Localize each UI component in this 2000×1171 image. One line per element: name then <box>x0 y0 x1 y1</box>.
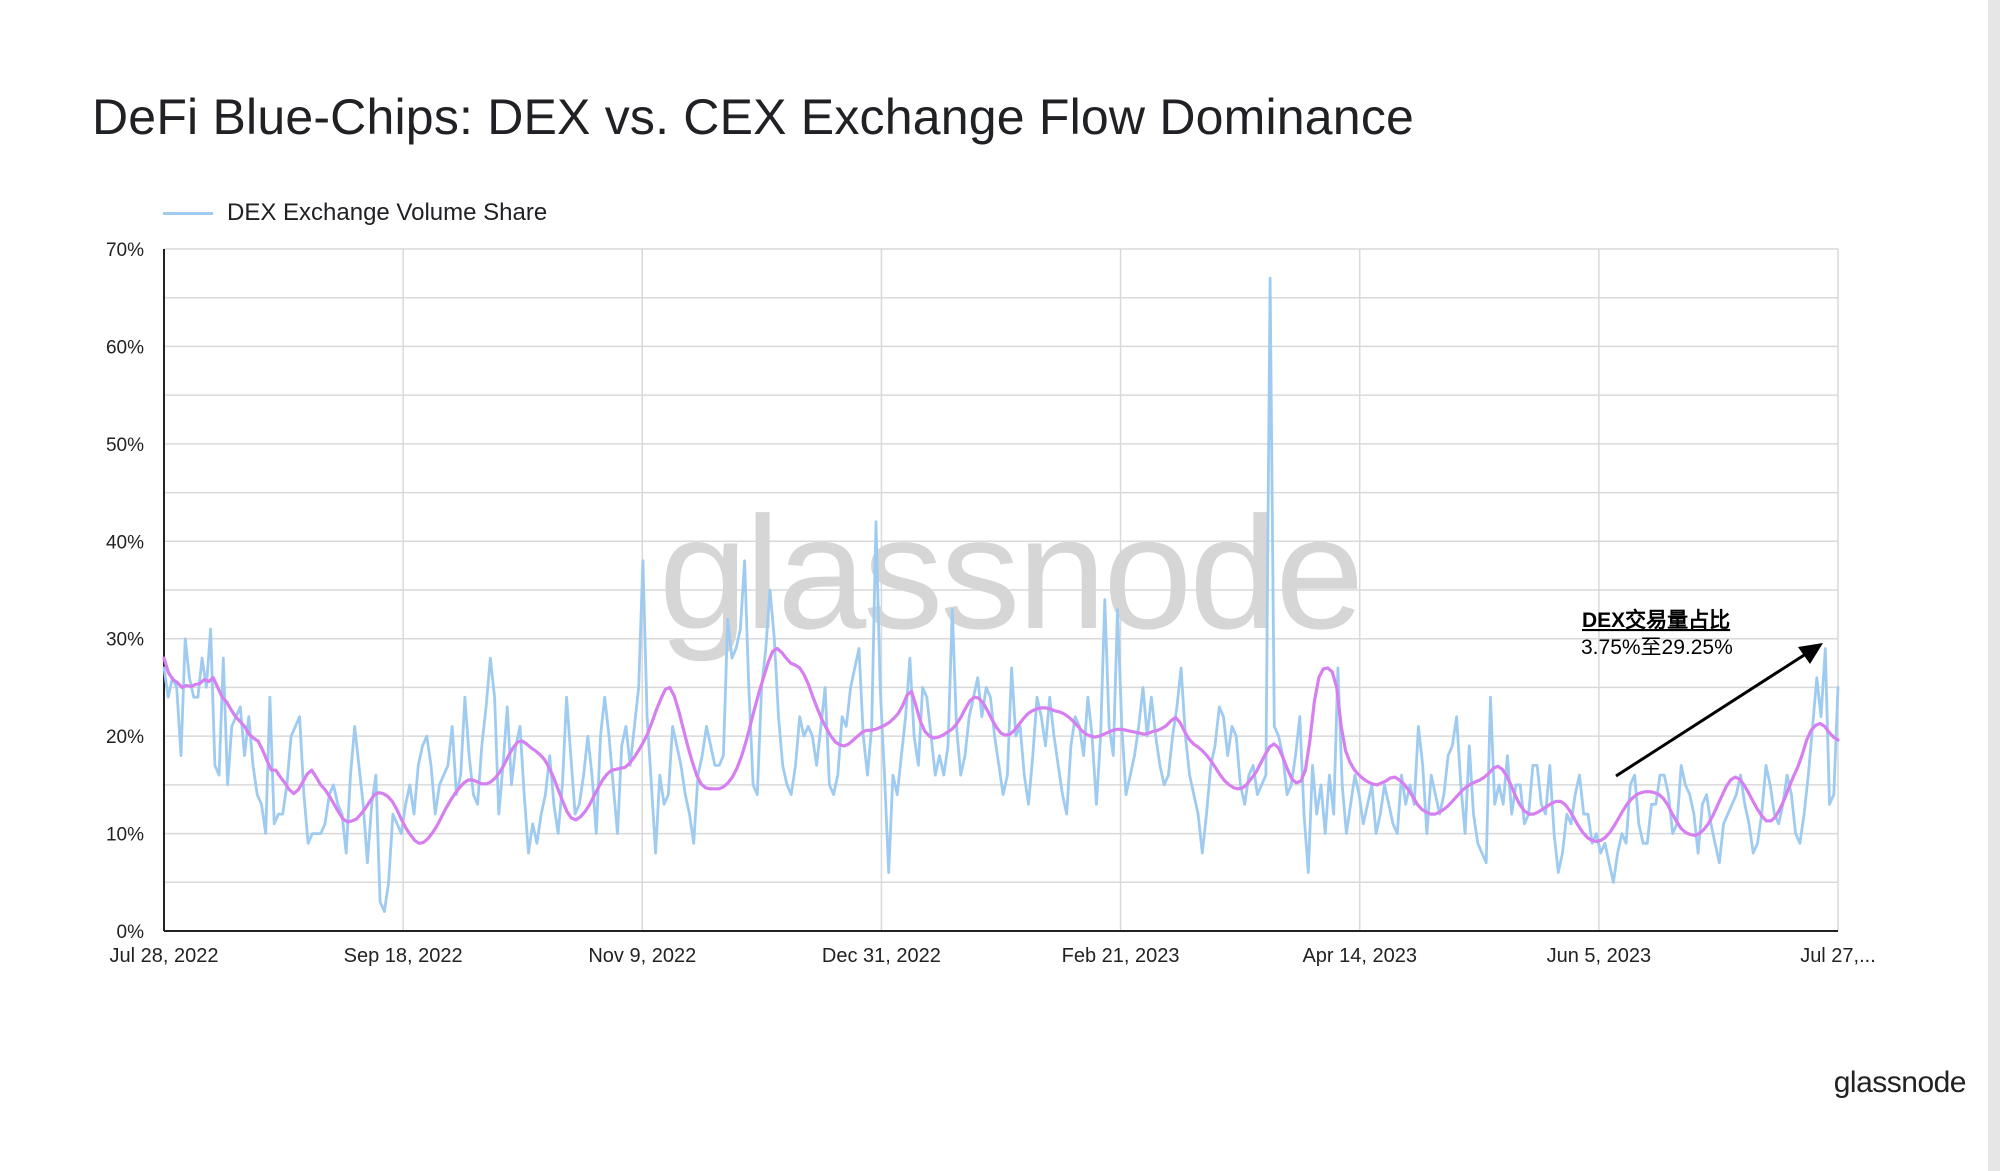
y-tick-label: 0% <box>117 922 145 943</box>
x-axis: Jul 28, 2022 Sep 18, 2022 Nov 9, 2022 Dec 3… <box>110 930 1876 967</box>
y-axis: 0% 10% 20% 30% 40% 50% 60% 70% <box>106 240 165 943</box>
series-layer <box>162 276 1840 913</box>
annotation-subtitle: 3.75%至29.25% <box>1581 636 1733 659</box>
y-tick-label: 50% <box>106 435 144 456</box>
x-tick-label: Nov 9, 2022 <box>588 945 696 967</box>
watermark: glassnode <box>659 483 1361 662</box>
x-tick-label: Dec 31, 2022 <box>822 945 941 967</box>
y-tick-label: 30% <box>106 630 144 651</box>
x-tick-label: Sep 18, 2022 <box>344 945 463 967</box>
x-tick-label: Feb 21, 2023 <box>1062 945 1180 967</box>
annotation-arrow-line <box>1615 648 1813 778</box>
legend-swatch <box>163 211 213 215</box>
x-tick-label: Apr 14, 2023 <box>1302 945 1417 967</box>
series-line-moving-average <box>162 646 1840 845</box>
grid <box>163 248 1839 932</box>
legend-label: DEX Exchange Volume Share <box>227 199 548 226</box>
y-tick-label: 60% <box>106 337 144 358</box>
y-tick-label: 70% <box>106 240 144 261</box>
y-tick-label: 20% <box>106 727 144 748</box>
x-tick-label: Jul 27,... <box>1800 945 1876 967</box>
x-tick-label: Jun 5, 2023 <box>1547 945 1652 967</box>
legend: DEX Exchange Volume Share <box>163 198 547 228</box>
window-edge <box>1988 0 2000 1171</box>
x-tick-label: Jul 28, 2022 <box>110 945 219 967</box>
series-line-dex-share <box>162 276 1840 913</box>
y-tick-label: 40% <box>106 532 144 553</box>
brand-logo: glassnode <box>1833 1066 1967 1099</box>
y-tick-label: 10% <box>106 825 144 846</box>
annotation-arrow-head <box>1798 643 1823 664</box>
annotation-title: DEX交易量占比 <box>1582 608 1730 632</box>
annotation: DEX交易量占比 3.75%至29.25% <box>1581 608 1823 778</box>
chart-title: DeFi Blue-Chips: DEX vs. CEX Exchange Fl… <box>92 89 1415 145</box>
